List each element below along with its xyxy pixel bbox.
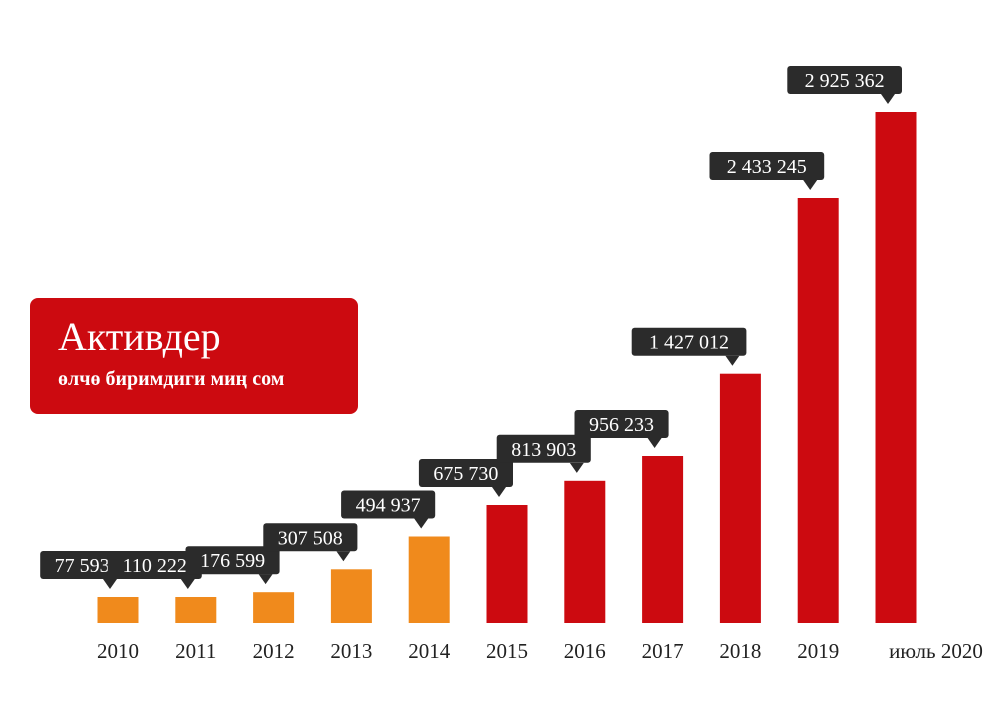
value-label-box bbox=[341, 490, 436, 519]
bar-0 bbox=[97, 597, 139, 623]
value-label-box bbox=[574, 410, 669, 438]
value-label-text: 494 937 bbox=[356, 495, 421, 517]
value-label-text: 1 427 012 bbox=[649, 332, 729, 354]
x-tick-label-1: 2011 bbox=[175, 639, 216, 663]
value-label-box bbox=[787, 66, 902, 94]
value-label-box bbox=[107, 551, 202, 579]
bar-5 bbox=[486, 505, 528, 623]
value-label-pointer bbox=[103, 579, 117, 589]
chart-title-box: Активдер өлчө биримдиги миң сом bbox=[30, 298, 358, 414]
value-label-9: 2 433 245 bbox=[709, 152, 825, 190]
value-label-pointer bbox=[492, 486, 506, 497]
value-label-pointer bbox=[647, 437, 662, 448]
value-labels-group: 77 593 110 222 176 599 307 508 494 937 675 73… bbox=[40, 66, 902, 589]
chart-title: Активдер bbox=[58, 314, 221, 359]
value-label-box bbox=[40, 551, 125, 579]
value-label-text: 77 593 bbox=[55, 555, 110, 577]
x-tick-label-10: июль 2020 bbox=[889, 639, 983, 663]
x-tick-label-9: 2019 bbox=[797, 639, 839, 663]
value-label-text: 675 730 bbox=[433, 463, 498, 485]
x-tick-label-8: 2018 bbox=[719, 639, 761, 663]
value-label-box bbox=[418, 459, 513, 487]
value-label-text: 176 599 bbox=[200, 550, 265, 572]
value-label-box bbox=[263, 523, 358, 552]
bar-6 bbox=[564, 480, 606, 623]
value-label-pointer bbox=[258, 574, 273, 585]
x-tick-label-5: 2015 bbox=[486, 639, 528, 663]
value-label-5: 675 730 bbox=[418, 459, 513, 497]
value-label-0: 77 593 bbox=[40, 551, 125, 589]
value-label-text: 2 925 362 bbox=[805, 70, 885, 92]
value-label-2: 176 599 bbox=[185, 546, 280, 585]
x-tick-label-4: 2014 bbox=[408, 639, 451, 663]
value-label-box bbox=[631, 327, 747, 356]
x-axis-labels: 2010 2011 2012 2013 2014 2015 2016 2017 2018 2019… bbox=[97, 639, 983, 663]
value-label-text: 956 233 bbox=[589, 414, 654, 436]
value-label-pointer bbox=[803, 179, 818, 190]
value-label-4: 494 937 bbox=[341, 490, 436, 529]
value-label-10: 2 925 362 bbox=[787, 66, 902, 104]
value-label-6: 813 903 bbox=[496, 434, 591, 473]
value-label-text: 2 433 245 bbox=[727, 156, 807, 178]
bar-7 bbox=[642, 456, 684, 623]
value-label-pointer bbox=[336, 551, 351, 562]
value-label-pointer bbox=[414, 518, 429, 529]
bar-2 bbox=[253, 592, 295, 623]
chart-subtitle: өлчө биримдиги миң сом bbox=[58, 368, 285, 390]
value-label-8: 1 427 012 bbox=[631, 327, 747, 366]
value-label-text: 813 903 bbox=[511, 439, 576, 461]
value-label-1: 110 222 bbox=[107, 551, 202, 589]
bar-1 bbox=[175, 597, 217, 623]
x-tick-label-7: 2017 bbox=[642, 639, 684, 663]
value-label-box bbox=[709, 152, 825, 180]
x-tick-label-0: 2010 bbox=[97, 639, 139, 663]
x-tick-label-3: 2013 bbox=[330, 639, 372, 663]
value-label-pointer bbox=[725, 355, 740, 366]
x-tick-label-2: 2012 bbox=[253, 639, 295, 663]
value-label-3: 307 508 bbox=[263, 523, 358, 562]
x-tick-label-6: 2016 bbox=[564, 639, 606, 663]
value-label-text: 307 508 bbox=[278, 527, 343, 549]
bars-group bbox=[97, 112, 917, 623]
value-label-box bbox=[185, 546, 280, 575]
value-label-box bbox=[496, 434, 591, 463]
bar-3 bbox=[330, 569, 372, 623]
value-label-text: 110 222 bbox=[123, 555, 187, 577]
value-label-pointer bbox=[881, 94, 895, 104]
bar-4 bbox=[408, 536, 450, 623]
value-label-7: 956 233 bbox=[574, 410, 669, 448]
bar-10 bbox=[875, 112, 917, 623]
bar-9 bbox=[797, 198, 839, 623]
value-label-pointer bbox=[569, 462, 584, 473]
value-label-pointer bbox=[180, 579, 195, 589]
bar-8 bbox=[719, 373, 761, 623]
